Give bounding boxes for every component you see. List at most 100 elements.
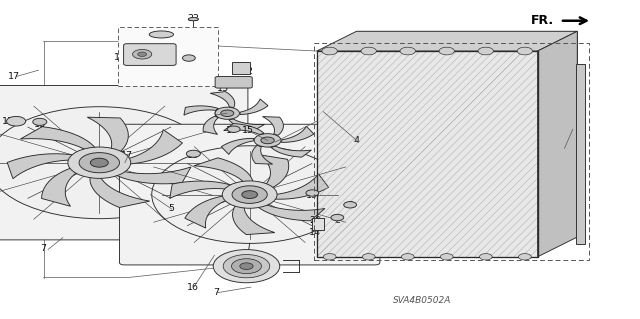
Polygon shape xyxy=(538,31,577,257)
Polygon shape xyxy=(252,145,273,164)
Text: 21: 21 xyxy=(207,57,218,66)
Polygon shape xyxy=(115,167,191,184)
Text: 15: 15 xyxy=(243,126,254,135)
Circle shape xyxy=(221,110,234,116)
Circle shape xyxy=(344,202,356,208)
Circle shape xyxy=(33,118,47,125)
Bar xyxy=(312,218,324,230)
Text: 13: 13 xyxy=(217,84,229,93)
Text: 2: 2 xyxy=(334,216,340,225)
Text: 16: 16 xyxy=(188,283,199,292)
Circle shape xyxy=(6,116,26,126)
Text: 17: 17 xyxy=(121,151,133,160)
Polygon shape xyxy=(7,154,76,179)
Circle shape xyxy=(261,137,275,144)
Circle shape xyxy=(227,126,240,132)
Circle shape xyxy=(0,107,212,219)
Circle shape xyxy=(518,254,531,260)
Text: 17: 17 xyxy=(8,72,20,81)
Circle shape xyxy=(90,158,108,167)
Text: 4: 4 xyxy=(353,136,360,145)
Circle shape xyxy=(439,47,454,55)
Text: 5: 5 xyxy=(168,204,175,213)
Text: 14: 14 xyxy=(309,228,321,237)
Circle shape xyxy=(182,55,195,61)
Text: 3: 3 xyxy=(347,201,353,210)
Circle shape xyxy=(401,254,414,260)
Polygon shape xyxy=(210,92,235,108)
Polygon shape xyxy=(170,181,233,198)
FancyBboxPatch shape xyxy=(215,77,252,88)
Circle shape xyxy=(479,254,492,260)
Circle shape xyxy=(322,47,337,55)
Bar xyxy=(317,51,538,257)
Text: 13: 13 xyxy=(2,117,14,126)
Circle shape xyxy=(232,186,268,204)
Circle shape xyxy=(68,147,131,178)
Text: 22: 22 xyxy=(188,14,199,23)
Circle shape xyxy=(215,107,239,119)
Polygon shape xyxy=(194,158,253,183)
Polygon shape xyxy=(271,146,312,157)
Bar xyxy=(118,27,218,86)
Text: 18: 18 xyxy=(188,151,199,160)
Bar xyxy=(576,64,585,244)
Circle shape xyxy=(79,152,120,173)
Polygon shape xyxy=(317,31,577,51)
Circle shape xyxy=(478,47,493,55)
Text: 10: 10 xyxy=(156,32,168,41)
Polygon shape xyxy=(232,205,275,234)
Polygon shape xyxy=(282,126,314,142)
Circle shape xyxy=(132,49,152,59)
Circle shape xyxy=(232,259,262,274)
Circle shape xyxy=(254,134,281,147)
Polygon shape xyxy=(240,99,268,115)
Circle shape xyxy=(361,47,376,55)
Text: 8: 8 xyxy=(136,45,143,54)
Polygon shape xyxy=(224,123,264,134)
Text: 12: 12 xyxy=(243,67,254,76)
Circle shape xyxy=(240,263,253,270)
FancyBboxPatch shape xyxy=(124,44,176,65)
Polygon shape xyxy=(87,117,129,153)
Text: FR.: FR. xyxy=(531,14,554,27)
Polygon shape xyxy=(42,167,78,206)
Polygon shape xyxy=(203,116,218,134)
Circle shape xyxy=(440,254,453,260)
Polygon shape xyxy=(260,155,289,189)
Polygon shape xyxy=(20,127,96,150)
Bar xyxy=(314,43,589,260)
Text: 1: 1 xyxy=(269,137,275,146)
Text: 19: 19 xyxy=(226,126,237,135)
Polygon shape xyxy=(185,196,228,228)
Circle shape xyxy=(323,254,336,260)
Polygon shape xyxy=(90,176,150,207)
Circle shape xyxy=(152,146,348,243)
Text: SVA4B0502A: SVA4B0502A xyxy=(393,296,452,305)
Polygon shape xyxy=(273,174,328,199)
Polygon shape xyxy=(257,204,325,221)
Polygon shape xyxy=(229,119,264,130)
Circle shape xyxy=(400,47,415,55)
Text: 18: 18 xyxy=(34,120,46,129)
Bar xyxy=(232,62,250,74)
Text: 20: 20 xyxy=(309,216,321,225)
Text: 6: 6 xyxy=(213,110,220,119)
Polygon shape xyxy=(184,106,218,115)
Circle shape xyxy=(362,254,375,260)
Text: 9: 9 xyxy=(157,48,163,57)
FancyBboxPatch shape xyxy=(120,124,380,265)
Text: 7: 7 xyxy=(213,288,220,297)
Polygon shape xyxy=(262,116,284,135)
Text: 11: 11 xyxy=(115,53,127,62)
Circle shape xyxy=(331,214,344,221)
Circle shape xyxy=(186,150,200,157)
Circle shape xyxy=(223,255,269,278)
FancyBboxPatch shape xyxy=(0,85,248,240)
Polygon shape xyxy=(221,138,253,154)
Text: 4: 4 xyxy=(561,144,568,153)
Text: 7: 7 xyxy=(40,244,47,253)
Circle shape xyxy=(222,181,277,208)
Circle shape xyxy=(138,52,147,56)
Circle shape xyxy=(306,190,319,196)
